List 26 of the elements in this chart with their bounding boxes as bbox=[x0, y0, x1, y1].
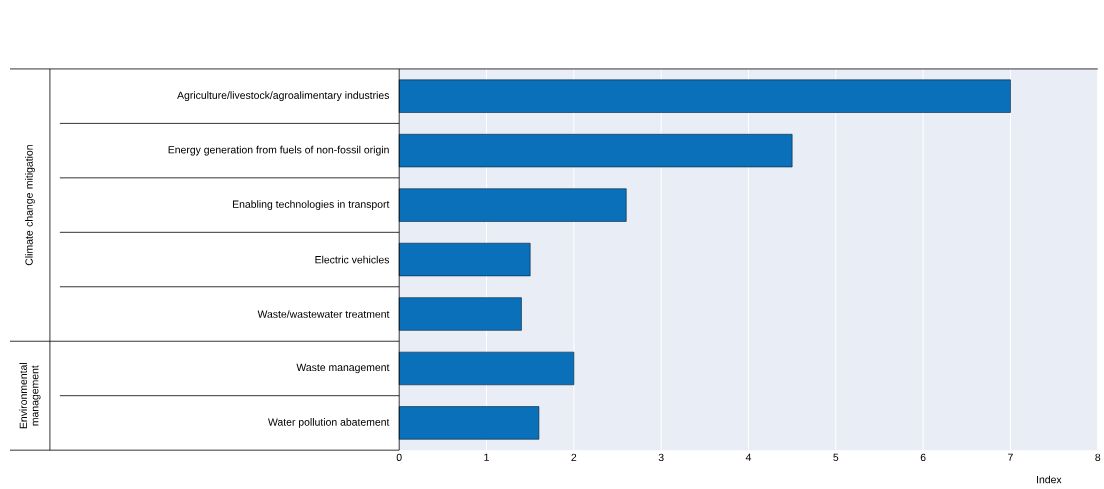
bar bbox=[398, 406, 540, 440]
y-tick-label: Water pollution abatement bbox=[268, 418, 390, 428]
x-tick-label: 7 bbox=[1008, 453, 1013, 461]
y-tick-label: Electric vehicles bbox=[315, 255, 390, 264]
x-tick-label: 0 bbox=[396, 453, 402, 462]
text: Climate change mitigation bbox=[25, 145, 35, 266]
y-tick-label: Enabling technologies in transport bbox=[233, 200, 390, 210]
x-tick-label: 3 bbox=[658, 453, 664, 462]
x-tick-label: 6 bbox=[920, 453, 926, 462]
bar bbox=[398, 297, 522, 331]
x-tick-label: 2 bbox=[571, 453, 577, 461]
bar bbox=[398, 133, 793, 168]
bar bbox=[398, 351, 575, 386]
x-tick-label: 8 bbox=[1095, 453, 1101, 462]
x-tick-label: 1 bbox=[484, 453, 489, 461]
x-tick-label: 5 bbox=[833, 453, 839, 461]
bar bbox=[398, 242, 531, 277]
x-axis-title: Index bbox=[1037, 475, 1062, 484]
y-tick-label: Waste management bbox=[296, 363, 390, 374]
x-tick-label: 4 bbox=[745, 453, 752, 461]
y-tick-label: Waste/wastewater treatment bbox=[257, 310, 390, 318]
y-tick-label: Agriculture/livestock/agroalimentary industries bbox=[177, 91, 390, 101]
text: Environmental management bbox=[19, 363, 41, 429]
y-tick-label: Energy generation from fuels of non-fossil origin bbox=[168, 145, 389, 156]
bar bbox=[398, 79, 1011, 113]
bar bbox=[398, 188, 627, 222]
